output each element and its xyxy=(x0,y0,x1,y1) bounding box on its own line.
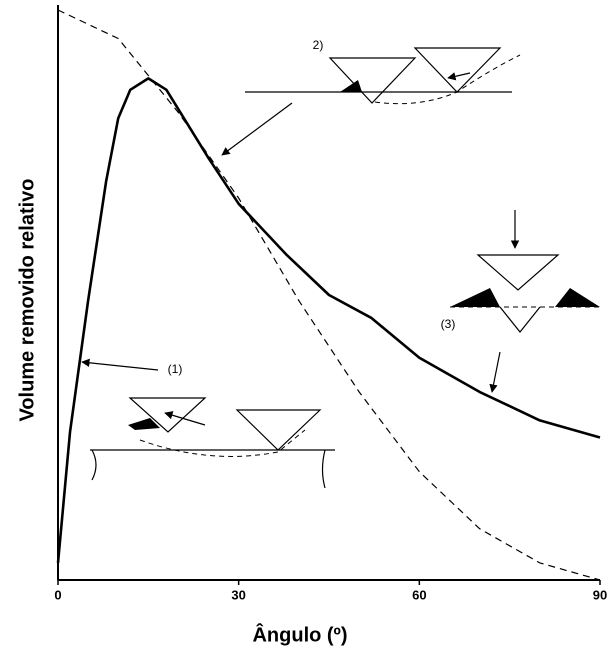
x-tick-label: 30 xyxy=(231,587,245,602)
x-tick-label: 60 xyxy=(412,587,426,602)
sketch-2 xyxy=(221,47,521,156)
annotation: (3) xyxy=(441,317,456,331)
x-tick-label: 90 xyxy=(593,587,607,602)
sketch-3 xyxy=(450,210,600,393)
line-series xyxy=(56,77,601,564)
x-axis-label: Ângulo (º) xyxy=(252,622,347,646)
sketch-1 xyxy=(81,358,335,489)
annotation: 2) xyxy=(313,38,324,52)
y-axis-label: Volume removido relativo xyxy=(16,178,38,421)
line-series xyxy=(57,9,601,581)
x-tick-label: 0 xyxy=(54,587,61,602)
annotation: (1) xyxy=(168,362,183,376)
